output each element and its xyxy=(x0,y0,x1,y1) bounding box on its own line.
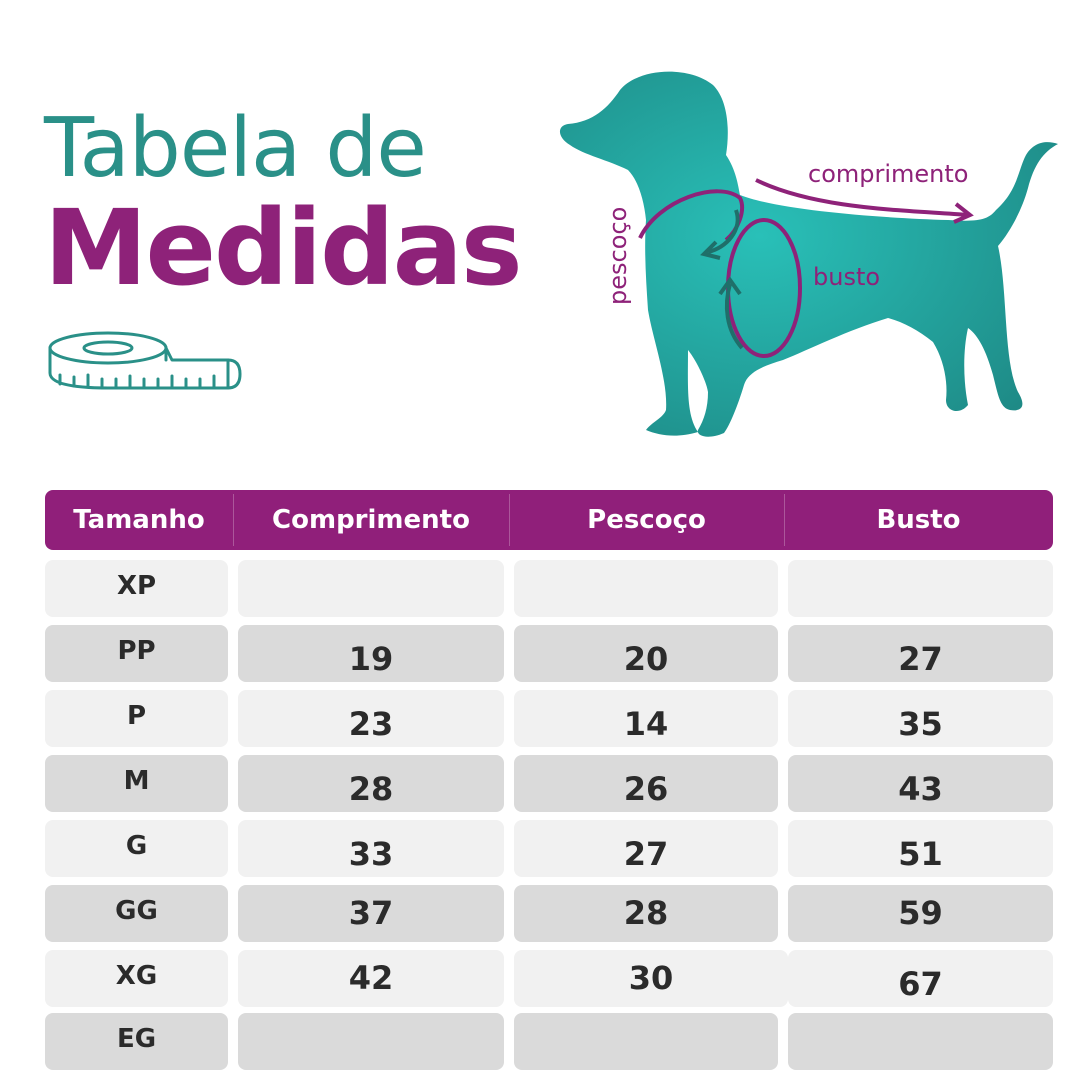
cell-pescoco xyxy=(514,560,778,617)
cell-comprimento: 28 xyxy=(238,755,504,812)
header-comprimento: Comprimento xyxy=(272,505,470,535)
cell-size: GG xyxy=(45,885,228,942)
label-comprimento: comprimento xyxy=(808,160,968,188)
header-divider xyxy=(784,494,785,546)
cell-pescoco: 27 xyxy=(514,820,778,877)
cell-busto: 51 xyxy=(788,820,1053,877)
header-pescoco: Pescoço xyxy=(587,505,706,535)
cell-busto xyxy=(788,1013,1053,1070)
cell-size: XG xyxy=(45,950,228,1007)
title-line-2: Medidas xyxy=(44,187,523,309)
cell-comprimento: 37 xyxy=(238,885,504,942)
label-busto: busto xyxy=(813,263,880,291)
cell-busto: 67 xyxy=(788,950,1053,1007)
cell-pescoco: 28 xyxy=(514,885,778,942)
measuring-tape-icon xyxy=(48,331,242,390)
header-tamanho: Tamanho xyxy=(73,505,205,535)
cell-size: G xyxy=(45,820,228,877)
cell-size: XP xyxy=(45,560,228,617)
cell-pescoco: 20 xyxy=(514,625,778,682)
cell-comprimento: 23 xyxy=(238,690,504,747)
dog-measurement-diagram: comprimento busto pescoço xyxy=(559,71,1058,437)
cell-pescoco xyxy=(514,1013,778,1070)
cell-size: EG xyxy=(45,1013,228,1070)
header-divider xyxy=(509,494,510,546)
title-line-1: Tabela de xyxy=(44,101,427,196)
header-busto: Busto xyxy=(876,505,961,535)
cell-busto: 35 xyxy=(788,690,1053,747)
table-header: Tamanho Comprimento Pescoço Busto xyxy=(45,490,1053,550)
cell-pescoco: 26 xyxy=(514,755,778,812)
cell-size: P xyxy=(45,690,228,747)
cell-comprimento: 33 xyxy=(238,820,504,877)
header-divider xyxy=(233,494,234,546)
cell-size: M xyxy=(45,755,228,812)
cell-comprimento xyxy=(238,560,504,617)
cell-comprimento xyxy=(238,1013,504,1070)
cell-comprimento: 42 xyxy=(238,950,504,1007)
cell-busto: 59 xyxy=(788,885,1053,942)
label-pescoco: pescoço xyxy=(604,207,632,305)
dog-silhouette xyxy=(559,71,1058,437)
cell-busto: 27 xyxy=(788,625,1053,682)
cell-pescoco: 14 xyxy=(514,690,778,747)
cell-size: PP xyxy=(45,625,228,682)
cell-pescoco: 30 xyxy=(514,950,788,1007)
cell-busto xyxy=(788,560,1053,617)
cell-comprimento: 19 xyxy=(238,625,504,682)
cell-busto: 43 xyxy=(788,755,1053,812)
